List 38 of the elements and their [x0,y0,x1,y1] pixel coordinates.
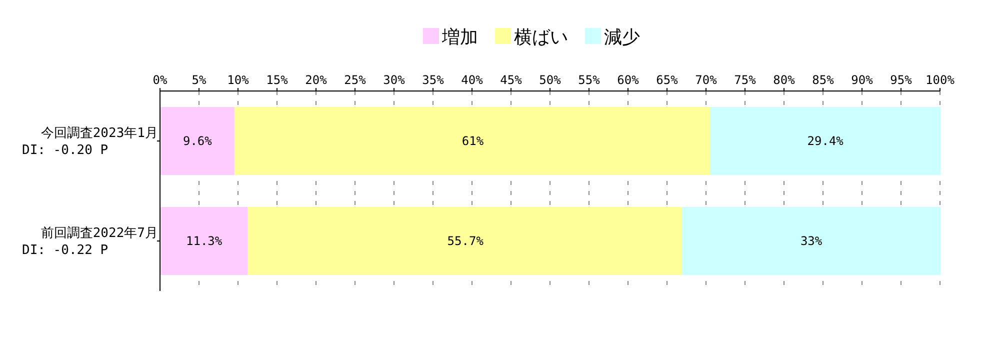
bar [248,207,684,275]
data-label: 61% [462,134,484,148]
legend-label: 横ばい [514,27,568,48]
x-tick-label: 20% [305,73,328,87]
x-tick-label: 10% [227,73,250,87]
x-tick-label: 55% [578,73,601,87]
x-tick-label: 100% [926,73,956,87]
x-tick-label: 70% [695,73,718,87]
x-tick-label: 40% [461,73,484,87]
data-label: 29.4% [807,134,844,148]
x-tick-label: 25% [344,73,367,87]
data-label: 33% [800,234,823,248]
bar [160,207,249,275]
y-tick-label: 前回調査2022年7月 DI: -0.22 P [22,226,158,258]
data-label: 55.7% [447,234,484,248]
x-tick-label: 60% [617,73,640,87]
bar [160,107,236,175]
bar [710,107,940,175]
x-tick-label: 15% [266,73,289,87]
data-label: 11.3% [186,234,223,248]
x-tick-label: 5% [192,73,207,87]
x-tick-label: 80% [773,73,796,87]
bar [234,107,712,175]
x-tick-label: 85% [812,73,835,87]
x-tick-label: 35% [422,73,445,87]
x-tick-label: 95% [890,73,913,87]
x-tick-label: 0% [152,73,168,87]
x-tick-label: 65% [656,73,679,87]
x-tick-label: 45% [500,73,523,87]
x-tick-label: 90% [851,73,874,87]
x-tick-label: 75% [734,73,757,87]
x-tick-label: 30% [383,73,406,87]
data-label: 9.6% [182,134,213,148]
y-tick-label: 今回調査2023年1月 DI: -0.20 P [22,126,158,158]
legend-label: 減少 [604,27,640,48]
bar [682,207,940,275]
x-tick-label: 50% [539,73,562,87]
legend-label: 増加 [441,27,478,48]
